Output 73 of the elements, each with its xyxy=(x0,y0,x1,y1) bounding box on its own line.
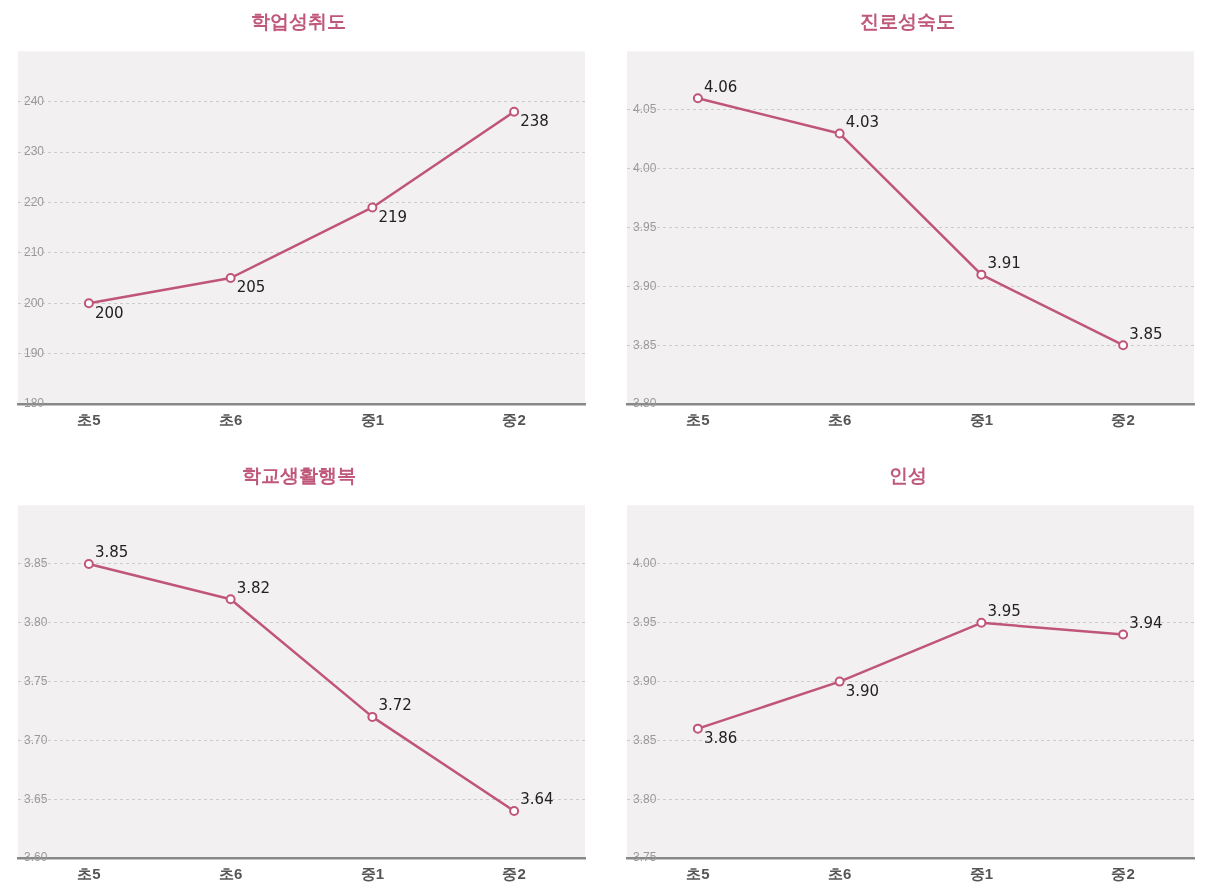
x-tick-label: 초5 xyxy=(686,865,710,883)
y-tick-label: 4.00 xyxy=(633,556,657,571)
y-tick-label: 190 xyxy=(24,345,45,360)
data-label: 200 xyxy=(94,303,124,322)
data-label: 3.85 xyxy=(94,543,129,562)
x-tick-label: 중1 xyxy=(969,411,994,429)
chart-title: 학업성취도 xyxy=(250,9,347,34)
point xyxy=(692,723,703,734)
y-tick-label: 3.80 xyxy=(633,791,657,806)
x-tick-label: 중2 xyxy=(1111,411,1135,429)
data-label: 3.72 xyxy=(378,696,412,715)
y-tick-label: 3.90 xyxy=(633,278,657,293)
x-tick-label: 중2 xyxy=(502,865,526,883)
data-label: 3.95 xyxy=(987,602,1021,621)
x-tick-label: 초5 xyxy=(77,411,101,429)
data-label: 219 xyxy=(378,207,408,226)
point xyxy=(367,202,378,213)
point xyxy=(83,559,94,569)
data-label: 3.82 xyxy=(236,578,271,597)
point xyxy=(225,594,236,605)
y-tick-label: 3.90 xyxy=(633,673,657,688)
point xyxy=(834,128,845,139)
y-tick-label: 230 xyxy=(24,144,45,159)
y-tick-label: 3.70 xyxy=(24,732,48,747)
y-tick-label: 4.05 xyxy=(633,102,657,117)
point xyxy=(509,805,520,816)
chart-title: 진로성숙도 xyxy=(859,9,956,34)
x-tick-label: 초6 xyxy=(827,865,852,883)
data-label: 4.06 xyxy=(703,77,738,96)
point xyxy=(1118,340,1129,351)
point xyxy=(83,298,94,309)
point xyxy=(976,617,987,628)
y-tick-label: 3.95 xyxy=(633,219,657,234)
point xyxy=(1118,629,1129,640)
y-tick-label: 3.85 xyxy=(633,337,657,352)
x-tick-label: 초6 xyxy=(218,865,243,883)
x-tick-label: 중1 xyxy=(360,411,385,429)
chart-title: 인성 xyxy=(887,463,928,488)
x-tick-label: 초5 xyxy=(77,865,101,883)
data-label: 3.94 xyxy=(1129,613,1163,632)
data-label: 3.90 xyxy=(845,681,880,700)
y-tick-label: 3.80 xyxy=(24,615,48,630)
data-label: 4.03 xyxy=(845,112,880,131)
y-tick-label: 210 xyxy=(24,245,45,260)
x-tick-label: 중1 xyxy=(969,865,994,883)
y-tick-label: 4.00 xyxy=(633,161,657,176)
data-label: 3.86 xyxy=(703,729,738,748)
y-tick-label: 3.65 xyxy=(24,791,48,806)
data-label: 205 xyxy=(236,278,266,297)
point xyxy=(509,106,520,117)
data-label: 238 xyxy=(520,112,549,131)
x-tick-label: 중2 xyxy=(1111,865,1135,883)
y-tick-label: 200 xyxy=(24,295,45,310)
x-tick-label: 초6 xyxy=(218,411,243,429)
y-tick-label: 240 xyxy=(24,93,45,108)
data-label: 3.91 xyxy=(987,254,1021,273)
point xyxy=(692,93,703,104)
point xyxy=(976,269,987,280)
y-tick-label: 3.85 xyxy=(24,556,48,571)
y-tick-label: 3.75 xyxy=(24,673,48,688)
point xyxy=(225,273,236,283)
data-label: 3.85 xyxy=(1129,324,1163,343)
x-tick-label: 초6 xyxy=(827,411,852,429)
y-tick-label: 3.95 xyxy=(633,615,657,630)
point xyxy=(367,711,378,722)
point xyxy=(834,676,845,687)
y-tick-label: 3.85 xyxy=(633,732,657,747)
x-tick-label: 중2 xyxy=(502,411,526,429)
data-label: 3.64 xyxy=(520,790,554,809)
chart-title: 학교생활행복 xyxy=(240,463,357,488)
x-tick-label: 초5 xyxy=(686,411,710,429)
y-tick-label: 220 xyxy=(24,194,45,209)
x-tick-label: 중1 xyxy=(360,865,385,883)
